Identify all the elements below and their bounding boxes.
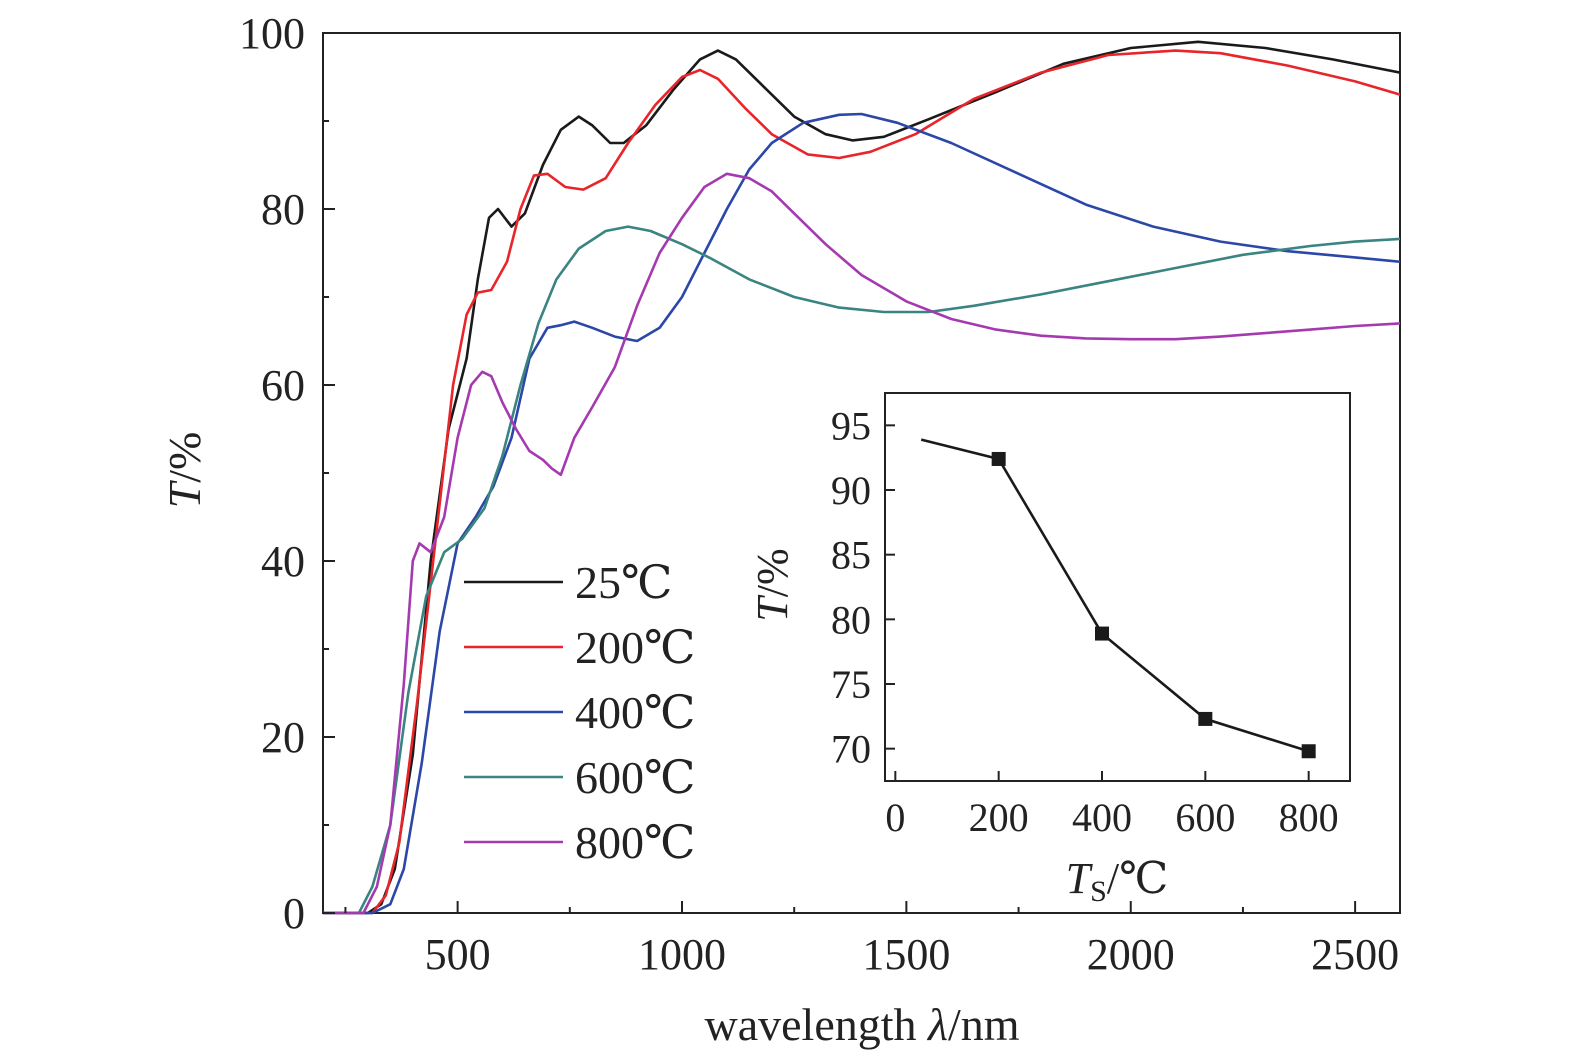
legend-label-3: 600℃ bbox=[575, 752, 695, 803]
y-tick-label: 20 bbox=[261, 713, 305, 762]
inset-data-point bbox=[1198, 711, 1213, 726]
legend-label-1: 200℃ bbox=[575, 622, 695, 673]
legend-label-2: 400℃ bbox=[575, 687, 695, 738]
y-axis-label: T/% bbox=[159, 432, 210, 509]
x-axis-label: wavelength λ/nm bbox=[704, 999, 1019, 1050]
x-tick-label: 2000 bbox=[1087, 930, 1175, 979]
y-tick-label: 60 bbox=[261, 361, 305, 410]
y-tick-label: 0 bbox=[283, 889, 305, 938]
inset-y-axis-label-unit: /% bbox=[748, 548, 797, 597]
inset-x-axis-label: TS/℃ bbox=[1066, 854, 1169, 908]
inset-y-tick-label: 80 bbox=[831, 597, 871, 642]
main-y-ticks: 0 20 40 60 80 100 bbox=[239, 9, 335, 938]
main-x-ticks: 500 1000 1500 2000 2500 bbox=[344, 901, 1399, 979]
inset-x-tick-label: 600 bbox=[1175, 795, 1235, 840]
inset-data-point bbox=[1095, 626, 1109, 641]
inset-x-tick-label: 800 bbox=[1279, 795, 1339, 840]
main-series-lines bbox=[323, 40, 1401, 915]
inset-x-tick-label: 200 bbox=[969, 795, 1029, 840]
inset-y-axis-label: T/% bbox=[748, 548, 797, 621]
series-line-1 bbox=[323, 49, 1401, 915]
inset-y-ticks: 70 75 80 85 90 95 bbox=[831, 403, 895, 772]
legend: 25℃ 200℃ 400℃ 600℃ 800℃ bbox=[464, 557, 695, 868]
series-line-4 bbox=[323, 172, 1401, 915]
inset-x-axis-label-unit: /℃ bbox=[1107, 854, 1168, 903]
x-tick-label: 2500 bbox=[1311, 930, 1399, 979]
inset-x-tick-label: 400 bbox=[1072, 795, 1132, 840]
y-axis-label-symbol: T bbox=[159, 479, 210, 508]
y-tick-label: 40 bbox=[261, 537, 305, 586]
series-line-2 bbox=[323, 112, 1401, 915]
x-tick-label: 1000 bbox=[638, 930, 726, 979]
x-axis-label-prefix: wavelength bbox=[704, 999, 928, 1050]
inset-y-tick-label: 90 bbox=[831, 468, 871, 513]
inset-x-axis-label-subscript: S bbox=[1090, 875, 1107, 908]
inset-y-axis-label-symbol: T bbox=[748, 594, 797, 622]
inset-y-tick-label: 70 bbox=[831, 727, 871, 772]
inset-background bbox=[885, 393, 1350, 781]
x-tick-label: 1500 bbox=[862, 930, 950, 979]
inset-y-tick-label: 85 bbox=[831, 533, 871, 578]
legend-label-0: 25℃ bbox=[575, 557, 672, 608]
y-tick-label: 100 bbox=[239, 9, 305, 58]
inset-markers bbox=[991, 451, 1316, 759]
y-axis-label-unit: /% bbox=[159, 432, 210, 483]
inset-data-point bbox=[1301, 744, 1316, 759]
legend-label-4: 800℃ bbox=[575, 817, 695, 868]
inset-data-point bbox=[991, 451, 1006, 466]
series-line-3 bbox=[323, 225, 1401, 915]
inset-plot-frame bbox=[884, 392, 1351, 782]
inset-y-tick-label: 75 bbox=[831, 662, 871, 707]
inset-y-tick-label: 95 bbox=[831, 403, 871, 448]
inset-x-tick-label: 0 bbox=[885, 795, 905, 840]
y-tick-label: 80 bbox=[261, 185, 305, 234]
inset-x-ticks: 0 200 400 600 800 bbox=[885, 771, 1339, 840]
x-tick-label: 500 bbox=[425, 930, 491, 979]
x-axis-label-unit: /nm bbox=[948, 999, 1020, 1050]
inset-x-axis-label-symbol: T bbox=[1066, 854, 1094, 903]
x-axis-label-lambda: λ bbox=[926, 999, 948, 1050]
